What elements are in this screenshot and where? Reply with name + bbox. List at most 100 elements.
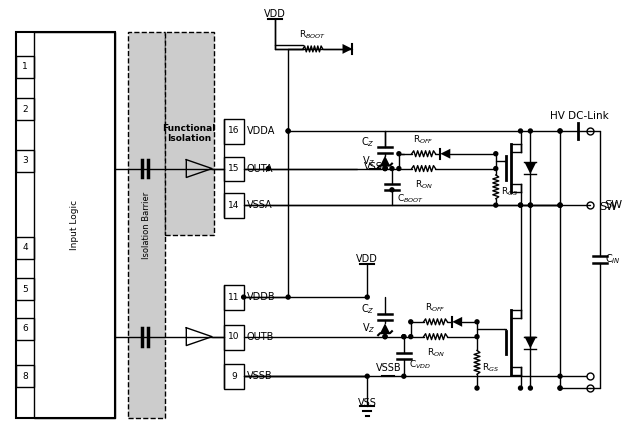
Text: 14: 14 xyxy=(228,201,239,210)
Circle shape xyxy=(383,167,387,170)
Polygon shape xyxy=(525,337,536,348)
Text: 10: 10 xyxy=(228,332,240,341)
Circle shape xyxy=(528,386,532,390)
Text: C$_{VDD}$: C$_{VDD}$ xyxy=(409,358,431,371)
Circle shape xyxy=(286,129,290,133)
Circle shape xyxy=(475,386,479,390)
Text: 4: 4 xyxy=(23,243,28,252)
Circle shape xyxy=(397,167,401,170)
Circle shape xyxy=(390,188,394,192)
Bar xyxy=(16,365,34,387)
Bar xyxy=(224,119,244,144)
Text: OUTB: OUTB xyxy=(247,332,274,342)
Text: VDD: VDD xyxy=(356,255,378,265)
Text: VDD: VDD xyxy=(264,9,286,19)
Text: 1: 1 xyxy=(23,62,28,71)
Text: R$_{ON}$: R$_{ON}$ xyxy=(426,347,444,359)
Circle shape xyxy=(558,129,562,133)
Circle shape xyxy=(518,203,523,207)
Bar xyxy=(34,32,115,418)
Circle shape xyxy=(402,335,406,339)
Circle shape xyxy=(286,295,290,299)
Bar xyxy=(165,32,214,235)
Bar xyxy=(128,32,165,418)
Circle shape xyxy=(267,167,270,170)
Circle shape xyxy=(365,374,369,378)
Text: Functional
Isolation: Functional Isolation xyxy=(163,124,216,143)
Circle shape xyxy=(409,320,413,324)
Bar xyxy=(16,150,34,171)
Bar xyxy=(16,32,115,418)
Text: 8: 8 xyxy=(23,372,28,381)
Circle shape xyxy=(383,335,387,339)
Circle shape xyxy=(518,386,523,390)
Text: 11: 11 xyxy=(228,293,240,302)
Bar xyxy=(16,237,34,259)
Circle shape xyxy=(494,167,498,170)
Polygon shape xyxy=(380,324,390,333)
Circle shape xyxy=(518,203,523,207)
Text: V$_Z$: V$_Z$ xyxy=(362,154,375,167)
Circle shape xyxy=(558,203,562,207)
Bar xyxy=(224,325,244,350)
Circle shape xyxy=(518,129,523,133)
Text: 2: 2 xyxy=(23,105,28,114)
Text: V$_Z$: V$_Z$ xyxy=(362,321,375,335)
Bar xyxy=(224,285,244,310)
Text: HV DC-Link: HV DC-Link xyxy=(550,111,609,121)
Circle shape xyxy=(365,295,369,299)
Circle shape xyxy=(494,152,498,156)
Circle shape xyxy=(397,152,401,156)
Text: 5: 5 xyxy=(23,285,28,294)
Text: OUTA: OUTA xyxy=(247,164,273,174)
Text: SW: SW xyxy=(605,200,623,210)
Polygon shape xyxy=(342,44,352,54)
Circle shape xyxy=(558,386,562,390)
Polygon shape xyxy=(452,317,462,327)
Circle shape xyxy=(528,203,532,207)
Bar xyxy=(16,278,34,300)
Text: C$_{BOOT}$: C$_{BOOT}$ xyxy=(397,192,424,205)
Text: VSSB: VSSB xyxy=(247,371,272,381)
Text: VSS: VSS xyxy=(358,398,377,408)
Circle shape xyxy=(402,335,406,339)
Bar xyxy=(16,99,34,120)
Text: 15: 15 xyxy=(228,164,240,173)
Text: 16: 16 xyxy=(228,126,240,136)
Circle shape xyxy=(383,167,387,170)
Circle shape xyxy=(475,320,479,324)
Circle shape xyxy=(558,203,562,207)
Text: VSSB: VSSB xyxy=(376,363,402,373)
Text: VSSA: VSSA xyxy=(364,161,390,171)
Bar xyxy=(224,364,244,389)
Circle shape xyxy=(475,335,479,339)
Text: VDDB: VDDB xyxy=(247,292,275,302)
Text: R$_{GS}$: R$_{GS}$ xyxy=(482,361,499,374)
Circle shape xyxy=(383,335,387,339)
Circle shape xyxy=(558,203,562,207)
Text: VSSA: VSSA xyxy=(247,200,272,210)
Circle shape xyxy=(558,374,562,378)
Text: C$_Z$: C$_Z$ xyxy=(361,302,375,316)
Text: R$_{GS}$: R$_{GS}$ xyxy=(501,186,518,198)
Circle shape xyxy=(402,374,406,378)
Text: 9: 9 xyxy=(231,372,237,381)
Circle shape xyxy=(558,129,562,133)
Circle shape xyxy=(558,386,562,390)
Polygon shape xyxy=(380,156,390,166)
Circle shape xyxy=(409,335,413,339)
Circle shape xyxy=(390,167,394,170)
Text: 6: 6 xyxy=(23,324,28,333)
Text: C$_Z$: C$_Z$ xyxy=(361,135,375,149)
Text: VDDA: VDDA xyxy=(247,126,275,136)
Text: 3: 3 xyxy=(23,156,28,165)
Circle shape xyxy=(242,295,245,299)
Bar xyxy=(224,193,244,218)
Polygon shape xyxy=(525,162,536,174)
Bar xyxy=(16,56,34,78)
Text: SW: SW xyxy=(600,202,618,212)
Bar xyxy=(16,318,34,340)
Circle shape xyxy=(528,129,532,133)
Circle shape xyxy=(286,129,290,133)
Text: R$_{ON}$: R$_{ON}$ xyxy=(414,178,433,191)
